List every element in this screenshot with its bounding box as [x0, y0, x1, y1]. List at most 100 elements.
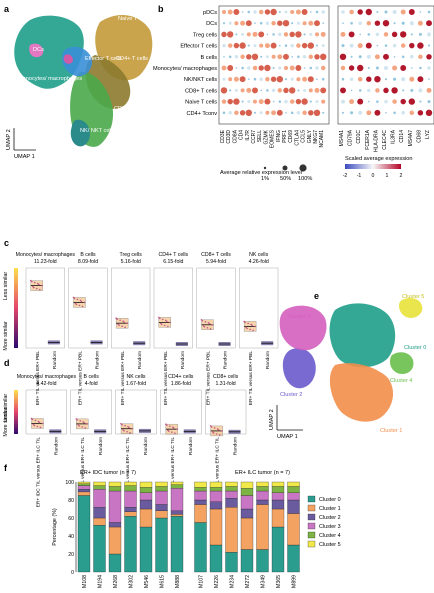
- dotplot-dot: [302, 76, 308, 82]
- dotplot-dot: [309, 100, 312, 103]
- size-legend-label-1: 1%: [261, 176, 269, 182]
- dotplot-dot: [322, 22, 325, 25]
- dotplot-dot: [358, 110, 363, 115]
- ylabel-bottom: More similar: [3, 407, 9, 437]
- umap-e-blob-3: [279, 305, 327, 351]
- f-bar-segment: [287, 544, 300, 573]
- boxplot-point-a: [76, 298, 79, 301]
- dotplot-dot: [401, 111, 405, 115]
- f-xtick: M899: [292, 575, 298, 588]
- dotplot-dot: [303, 67, 306, 69]
- dotplot-dot: [233, 98, 240, 105]
- dotplot-dot: [315, 66, 319, 70]
- dotplot-dot: [374, 109, 381, 116]
- f-bar-segment: [155, 510, 168, 519]
- boxplot-point-a: [122, 428, 124, 431]
- dotplot-dot: [358, 21, 362, 25]
- dotplot-dot: [382, 20, 390, 27]
- dotplot-dot: [290, 43, 294, 48]
- dotplot-dot: [341, 111, 345, 114]
- dotplot-dot: [350, 21, 353, 25]
- dotplot-dot: [271, 54, 276, 59]
- dotplot-left-frame: [218, 5, 330, 125]
- boxplot-point-a: [161, 323, 163, 326]
- boxplot-point-a: [176, 428, 178, 430]
- dotplot-dot: [289, 87, 296, 94]
- dotplot-dot: [401, 21, 405, 25]
- dotplot-dot: [341, 77, 345, 81]
- dotplot-gene-label: IL3RA: [391, 129, 397, 144]
- umap-a-blob-monocytes: [14, 15, 84, 89]
- f-bar-segment: [124, 516, 137, 573]
- dotplot-dot: [427, 66, 431, 70]
- boxplot-group-fold: 4.42-fold: [36, 381, 56, 387]
- dotplot-gene-label: CCR7: [251, 130, 257, 144]
- dotplot-gene-label: CD69: [288, 130, 294, 143]
- dotplot-dot: [283, 32, 289, 37]
- boxplot-point-a: [34, 281, 36, 284]
- dotplot-dot: [302, 55, 307, 59]
- dotplot-dot: [265, 110, 270, 115]
- boxplot-point-a: [73, 297, 76, 300]
- boxplot-xlabel-a: ER+ TIL versus ER+ PBL: [77, 351, 83, 405]
- dotplot-row-label: CD4+ Tconv: [186, 111, 217, 117]
- boxplot-point-a: [165, 423, 167, 425]
- boxplot-xlabel-a: ER+ IDC TIL versus ER+ ILC TIL: [170, 437, 176, 508]
- boxplot-point-a: [36, 287, 38, 290]
- boxplot-frame: [204, 389, 247, 435]
- dotplot-dot: [410, 55, 414, 59]
- boxplot-xlabel-random: Random: [52, 351, 58, 369]
- dotplot-dot: [233, 9, 240, 15]
- dotplot-dot: [222, 43, 226, 48]
- boxplot-point-a: [72, 296, 75, 299]
- dotplot-dot: [265, 76, 270, 82]
- f-bar-segment: [139, 526, 153, 573]
- f-legend-label: Cluster 4: [319, 533, 341, 539]
- dotplot-dot: [276, 109, 283, 116]
- boxplot-point-a: [116, 318, 118, 321]
- dotplot-dot: [350, 89, 353, 92]
- dotplot-dot: [282, 20, 290, 27]
- f-bar-segment: [77, 489, 91, 493]
- boxplot-point-a: [115, 317, 117, 320]
- boxplot-point-a: [167, 325, 169, 328]
- f-bar-segment: [225, 507, 238, 553]
- dotplot-dot: [264, 98, 271, 105]
- dotplot-dot: [314, 20, 320, 27]
- boxplot-point-a: [77, 424, 80, 426]
- dotplot-dot: [302, 110, 307, 116]
- umap-a-label-effector: Effector T cells: [85, 56, 122, 62]
- boxplot-xlabel-a: ER+ IDC TIL versus ER+ ILC TIL: [35, 437, 41, 508]
- boxplot-point-a: [201, 320, 204, 322]
- boxplot-point-a: [39, 426, 42, 429]
- dotplot-dot: [393, 77, 397, 81]
- dotplot-dot: [301, 98, 308, 105]
- boxplot-point-a: [121, 325, 123, 328]
- dotplot-dots: [220, 8, 433, 117]
- f-bar-segment: [240, 488, 254, 496]
- dotplot-dot: [240, 88, 245, 93]
- boxplot-point-a: [203, 326, 206, 328]
- dotplot-dot: [427, 100, 431, 104]
- dotplot-dot: [239, 76, 246, 83]
- boxplot-xlabel-random: Random: [137, 351, 143, 369]
- boxplot-point-a: [206, 327, 209, 329]
- f-legend-label: Cluster 2: [319, 515, 341, 521]
- f-legend-label: Cluster 3: [319, 524, 341, 530]
- f-bar-segment: [93, 507, 106, 519]
- dotplot-dot: [227, 43, 233, 48]
- boxplot-point-a: [159, 317, 161, 320]
- umap-a-blob-nk: [70, 119, 90, 147]
- dotplot-dot: [266, 89, 269, 92]
- f-bar-segment: [209, 508, 223, 546]
- boxplot-point-a: [216, 428, 219, 430]
- boxplot-group-fold: 6.15-fold: [163, 259, 183, 265]
- boxplot-point-a: [75, 303, 78, 306]
- dotplot-dot: [229, 89, 232, 92]
- dotplot-dot: [227, 31, 234, 38]
- dotplot-row-label: Naive T cells: [185, 100, 217, 106]
- boxplot-xlabel-a: ER+ IDC TIL versus ER+ ILC TIL: [215, 437, 221, 508]
- dotplot-dot: [357, 9, 363, 15]
- boxplot-group-fold: 8.09-fold: [78, 259, 98, 265]
